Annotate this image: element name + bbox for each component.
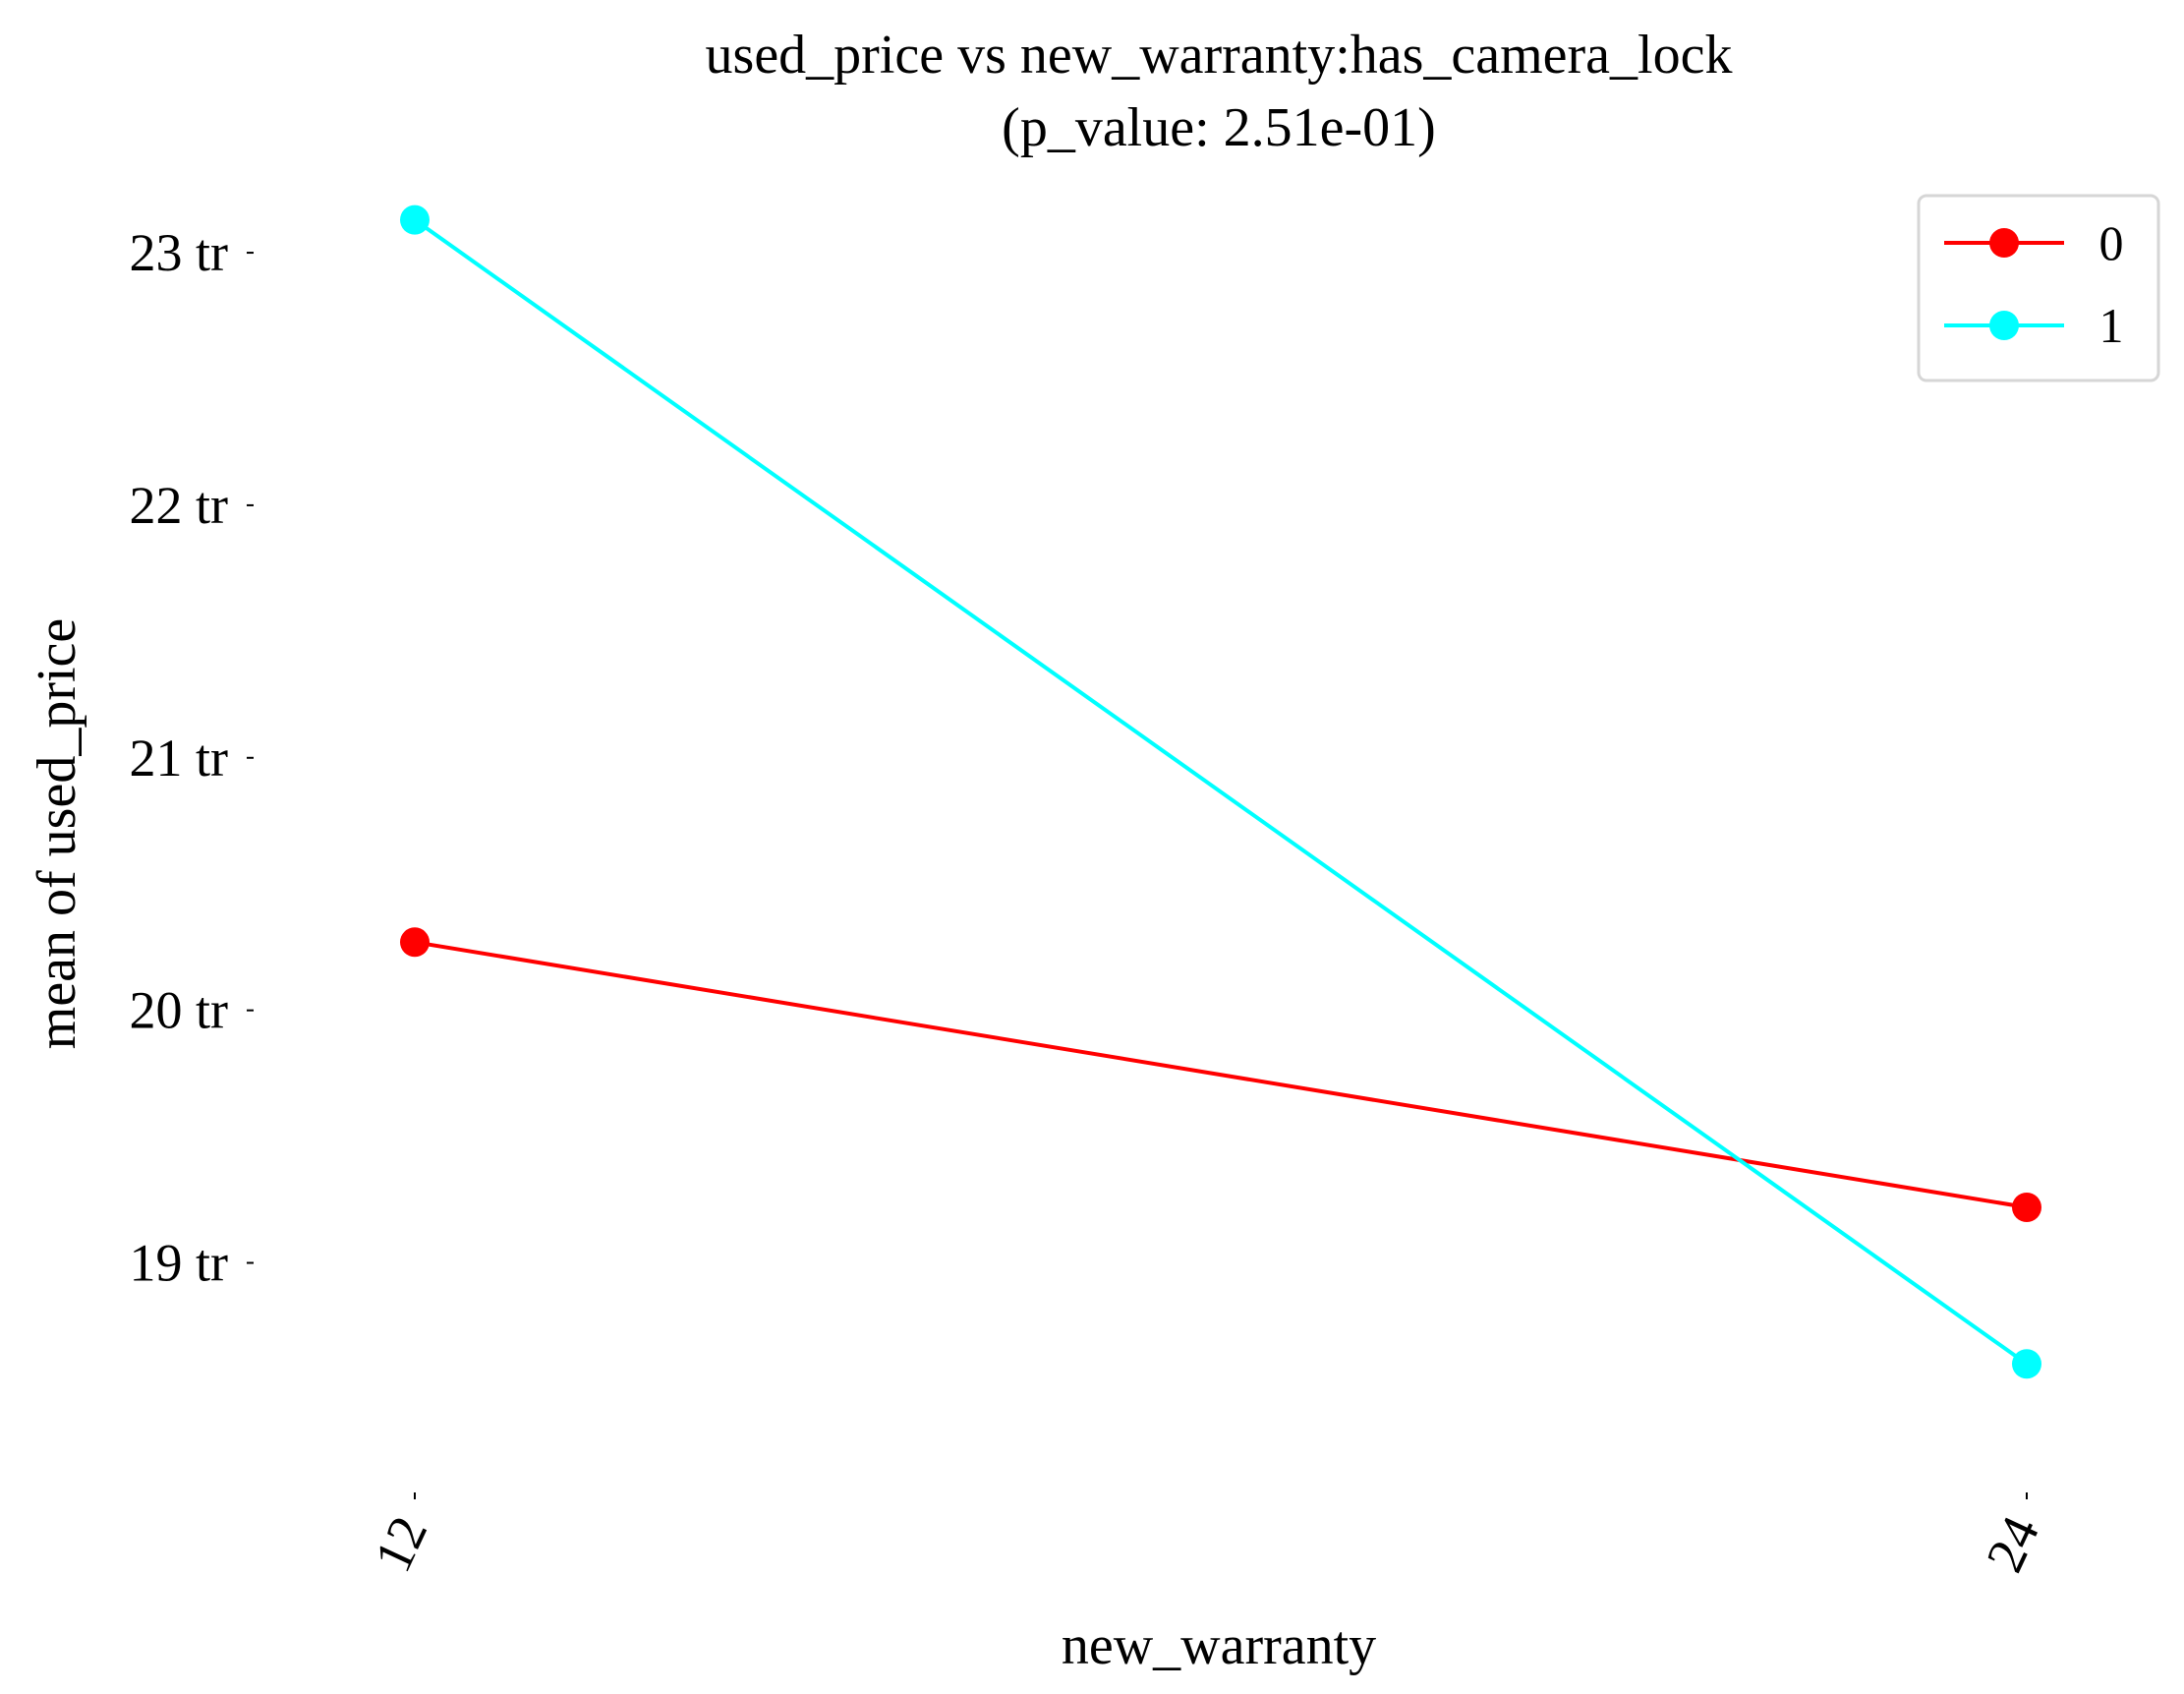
data-point <box>2012 1193 2041 1222</box>
y-tick-label: 22 tr <box>130 476 229 535</box>
chart-title: used_price vs new_warranty:has_camera_lo… <box>706 25 1733 86</box>
x-tick-label: 24 <box>1975 1507 2050 1580</box>
data-point <box>2012 1349 2041 1379</box>
x-tick-label: 12 <box>363 1507 438 1580</box>
series-line <box>414 940 2028 1209</box>
chart-subtitle: (p_value: 2.51e-01) <box>1002 97 1436 158</box>
x-axis-label: new_warranty <box>1062 1615 1376 1676</box>
legend-marker <box>1989 311 2019 340</box>
legend-label: 1 <box>2099 298 2124 353</box>
series-0 <box>400 927 2041 1222</box>
legend-marker <box>1989 228 2019 258</box>
data-point <box>400 927 430 958</box>
legend: 01 <box>1917 194 2160 382</box>
y-tick-label: 23 tr <box>130 223 229 282</box>
x-axis: 12 24 <box>363 1492 2050 1581</box>
series-line <box>413 218 2029 1366</box>
series-1 <box>400 204 2041 1379</box>
y-tick-label: 21 tr <box>130 729 229 788</box>
y-axis: 19 tr 20 tr 21 tr 22 tr 23 tr <box>130 223 254 1293</box>
data-point <box>400 204 430 235</box>
y-axis-label: mean of used_price <box>27 618 87 1049</box>
y-tick-label: 20 tr <box>130 981 229 1040</box>
legend-label: 0 <box>2099 215 2124 270</box>
y-tick-label: 19 tr <box>130 1234 229 1293</box>
series-layer <box>400 204 2041 1379</box>
